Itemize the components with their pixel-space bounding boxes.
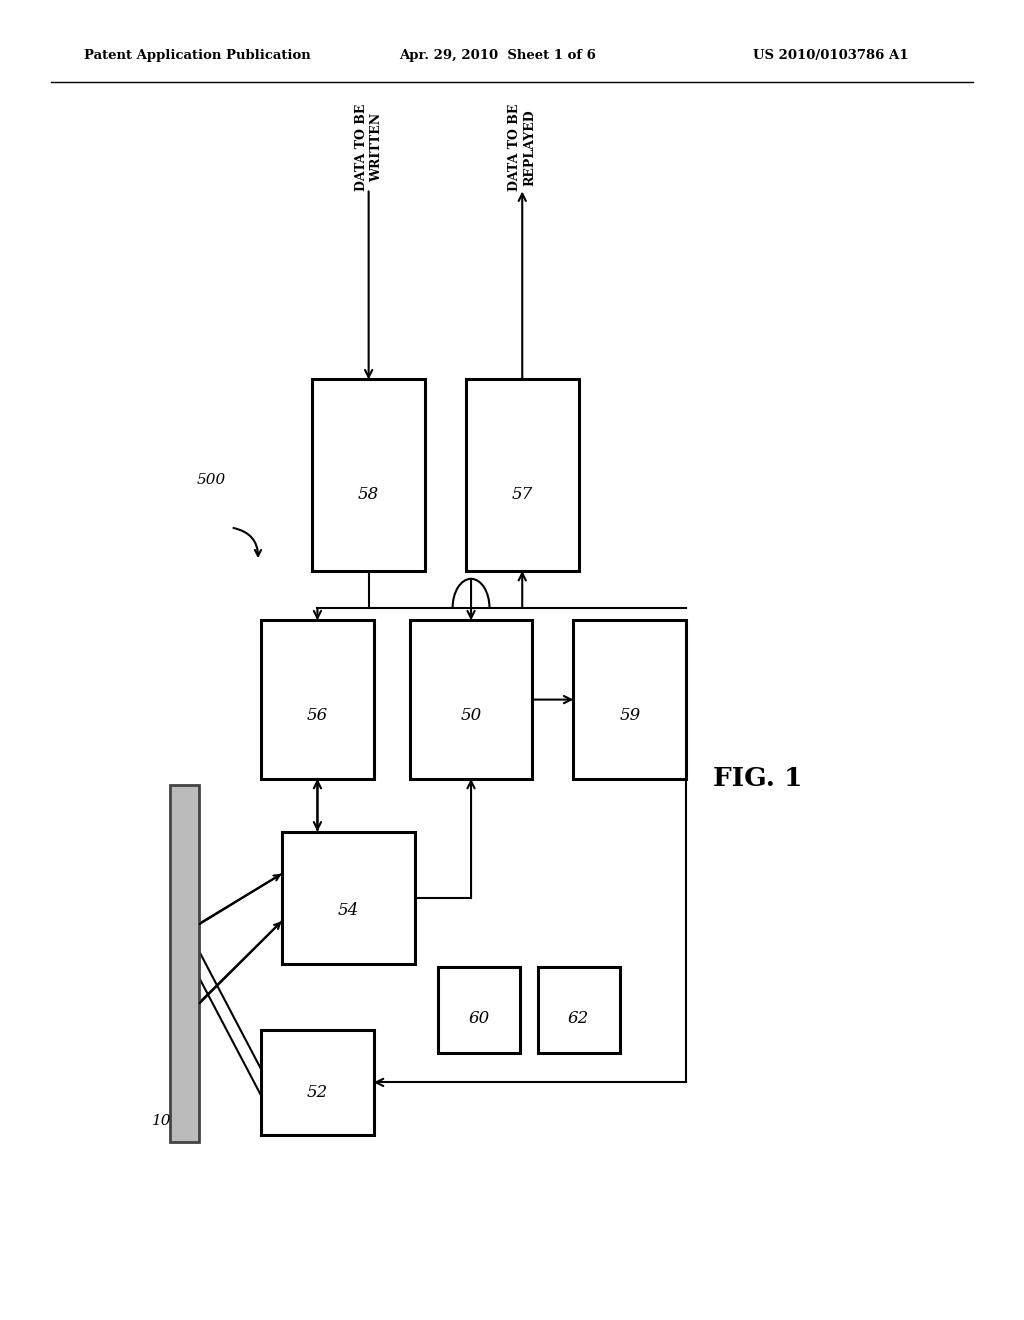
Text: 57: 57 (512, 486, 532, 503)
Bar (438, 968, 520, 1053)
Text: 59: 59 (620, 708, 640, 723)
Bar (410, 620, 532, 779)
Text: Patent Application Publication: Patent Application Publication (84, 49, 310, 62)
Bar (312, 380, 425, 570)
Text: DATA TO BE
WRITTEN: DATA TO BE WRITTEN (354, 104, 383, 191)
Text: 500: 500 (197, 474, 226, 487)
Bar (573, 620, 686, 779)
Text: 50: 50 (461, 708, 481, 723)
Bar (170, 785, 199, 1142)
Text: FIG. 1: FIG. 1 (713, 767, 803, 791)
Text: 60: 60 (469, 1010, 489, 1027)
Text: 58: 58 (358, 486, 379, 503)
Text: Apr. 29, 2010  Sheet 1 of 6: Apr. 29, 2010 Sheet 1 of 6 (399, 49, 596, 62)
Text: 56: 56 (307, 708, 328, 723)
Text: 54: 54 (338, 903, 358, 919)
Bar (261, 1030, 374, 1135)
Text: US 2010/0103786 A1: US 2010/0103786 A1 (753, 49, 908, 62)
Bar (261, 620, 374, 779)
Text: 10: 10 (152, 1114, 171, 1127)
Text: DATA TO BE
REPLAYED: DATA TO BE REPLAYED (508, 104, 537, 191)
Bar (538, 968, 620, 1053)
Text: 52: 52 (307, 1085, 328, 1101)
Text: 62: 62 (568, 1010, 589, 1027)
Bar (466, 380, 579, 570)
Bar (282, 832, 415, 964)
